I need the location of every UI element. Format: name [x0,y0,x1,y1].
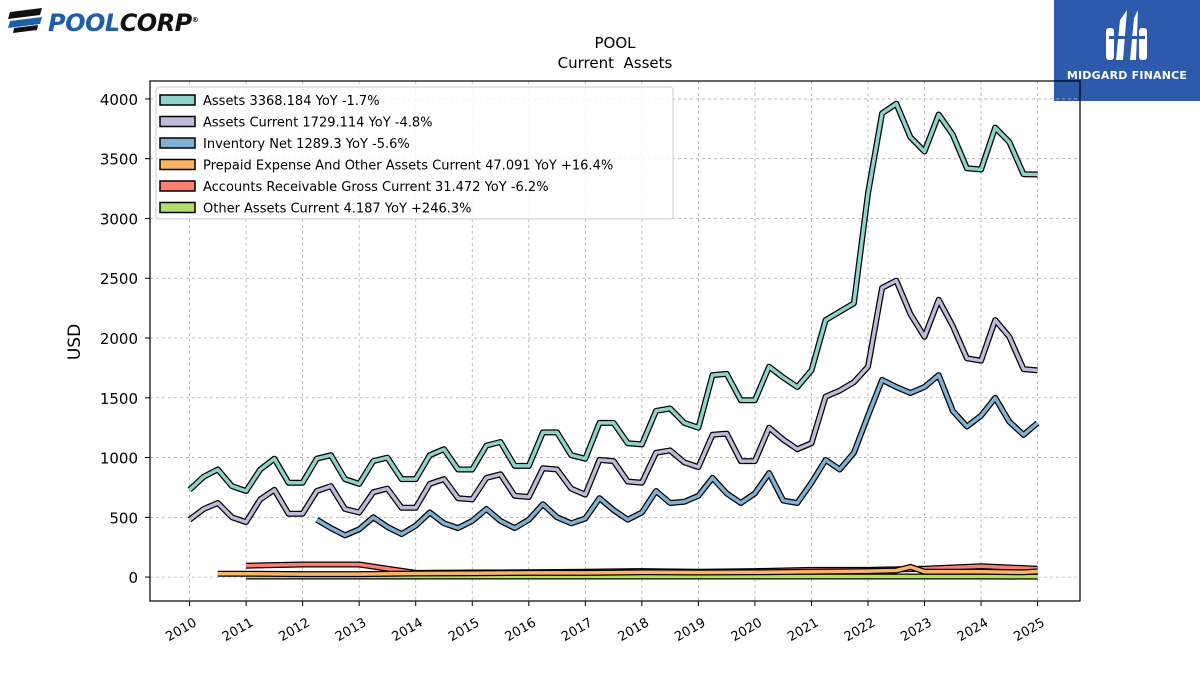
x-tick-label: 2017 [559,615,595,645]
legend-swatch [159,137,196,149]
poolcorp-logo-registered-mark: ® [191,16,199,24]
legend-swatch [159,158,196,171]
poolcorp-logo-part2: CORP [119,9,193,37]
x-tick-label: 2019 [672,615,708,645]
poolcorp-logo-text: POOLCORP® [48,6,199,37]
x-tick-label: 2012 [276,615,312,645]
y-tick-label: 3000 [100,210,138,228]
y-tick-label: 0 [128,569,138,587]
midgard-finance-logo: MIDGARD FINANCE [1054,0,1200,101]
x-tick-label: 2010 [163,615,199,645]
series-layer [187,100,1040,580]
series-line [217,565,1038,576]
x-tick-label: 2011 [220,615,256,645]
y-tick-label: 500 [109,509,138,527]
x-tick-label: 2016 [503,615,539,645]
x-tick-label: 2018 [616,615,652,645]
legend-label: Prepaid Expense And Other Assets Current… [203,159,613,174]
y-tick-label: 2500 [100,270,138,288]
poolcorp-logo-part1: POOL [48,9,120,37]
poolcorp-wave-icon [8,8,42,33]
legend-swatch [159,180,196,192]
midgard-finance-logo-text: MIDGARD FINANCE [1066,69,1188,82]
y-axis-label: USD [65,324,85,360]
legend-label: Assets 3368.184 YoY -1.7% [203,94,380,109]
chart-title: POOL [594,34,636,52]
legend-label: Assets Current 1729.114 YoY -4.8% [203,116,433,131]
x-tick-label: 2020 [729,615,765,645]
legend-label: Inventory Net 1289.3 YoY -5.6% [203,137,410,152]
y-tick-label: 3500 [100,151,138,169]
x-tick-label: 2015 [446,615,482,645]
legend-label: Other Assets Current 4.187 YoY +246.3% [203,202,472,217]
legend-swatch [159,94,196,106]
series-line [188,101,1038,493]
poolcorp-logo: POOLCORP® [8,6,218,37]
y-tick-label: 2000 [100,330,138,348]
x-tick-label: 2021 [785,615,821,645]
x-tick-label: 2014 [390,615,426,645]
x-tick-label: 2023 [898,615,934,645]
legend-swatch [159,201,196,214]
y-tick-label: 1000 [100,450,138,468]
x-tick-label: 2024 [955,615,991,645]
x-tick-label: 2013 [333,615,369,645]
y-tick-label: 4000 [100,91,138,109]
plot-frame [149,80,1081,602]
legend-box [155,86,674,220]
series-line [188,278,1038,524]
legend-swatch [159,115,196,128]
series-line [315,373,1039,538]
midgard-finance-emblem-icon [1106,10,1147,60]
x-tick-label: 2025 [1011,615,1047,645]
y-tick-label: 1500 [100,390,138,408]
legend-label: Accounts Receivable Gross Current 31.472… [203,180,549,195]
chart-subtitle: Current Assets [558,54,673,72]
legend: Assets 3368.184 YoY -1.7% Assets Current … [155,86,674,220]
x-tick-label: 2022 [842,615,878,645]
